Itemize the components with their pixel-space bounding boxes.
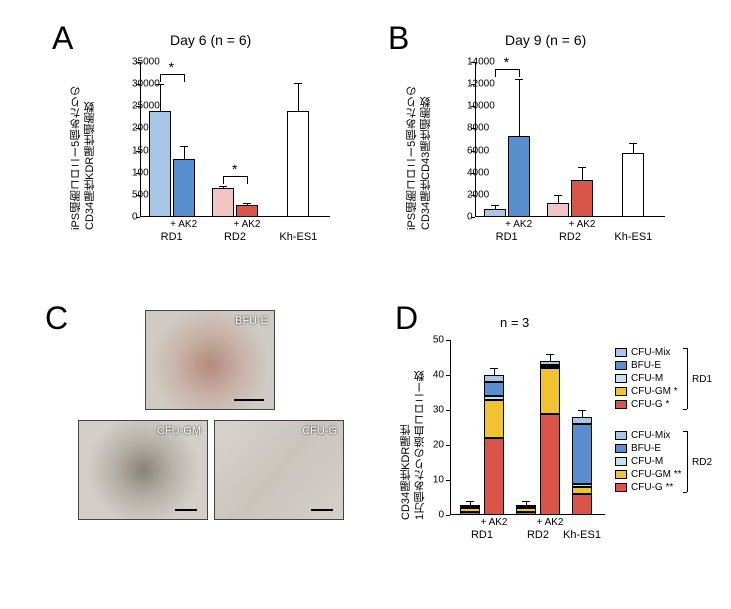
legend-label: CFU-GM ** (631, 469, 682, 480)
legend-swatch (615, 431, 627, 440)
stacked-seg (572, 494, 592, 515)
xtick-variant: + AK2 (569, 219, 596, 230)
ytick: 30 (433, 405, 444, 416)
sig-star: * (232, 161, 237, 177)
ytick: 50 (433, 335, 444, 346)
xtick-variant: + AK2 (505, 219, 532, 230)
legend-swatch (615, 483, 627, 492)
xtick-variant: + AK2 (170, 219, 197, 230)
stacked-seg (540, 366, 560, 368)
bar (212, 188, 234, 217)
stacked-seg (484, 400, 504, 439)
legend-swatch (615, 400, 627, 409)
xtick-group: Kh-ES1 (563, 529, 601, 541)
photo-label-bfu-e: BFU-E (235, 315, 268, 327)
xtick-group: RD1 (496, 231, 518, 243)
panel-b-label: B (388, 20, 409, 57)
legend-swatch (615, 387, 627, 396)
xtick-group: Kh-ES1 (614, 231, 652, 243)
stacked-seg (540, 368, 560, 414)
scalebar (234, 399, 264, 401)
xtick-group: RD1 (471, 529, 493, 541)
legend-group-label: RD1 (692, 374, 712, 385)
panel-d-n: n = 3 (500, 315, 529, 330)
stacked-seg (460, 512, 480, 516)
legend-swatch (615, 444, 627, 453)
scalebar (175, 509, 197, 511)
bar (173, 159, 195, 217)
bar (149, 111, 171, 217)
panel-a-title: Day 6 (n = 6) (170, 32, 251, 48)
legend-swatch (615, 457, 627, 466)
panel-d-label: D (395, 300, 418, 337)
legend-group-label: RD2 (692, 457, 712, 468)
bar (484, 209, 506, 217)
stacked-seg (484, 382, 504, 396)
panel-c-label: C (45, 300, 68, 337)
photo-cfu-gm: CFU-GM (78, 420, 208, 520)
legend-label: CFU-M (631, 456, 663, 467)
legend-label: CFU-GM * (631, 386, 678, 397)
sig-star: * (169, 59, 174, 75)
ytick: 40 (433, 370, 444, 381)
stacked-seg (516, 506, 536, 508)
stacked-seg (460, 506, 480, 508)
photo-label-cfu-gm: CFU-GM (157, 425, 201, 437)
sig-star: * (504, 54, 509, 70)
stacked-seg (484, 396, 504, 400)
ytick: 0 (438, 510, 444, 521)
stacked-seg (572, 484, 592, 488)
legend-label: CFU-G * (631, 399, 669, 410)
xtick-group: RD2 (224, 231, 246, 243)
bar (236, 205, 258, 217)
xtick-variant: + AK2 (537, 517, 564, 528)
legend-label: CFU-G ** (631, 482, 673, 493)
ytick: 20 (433, 440, 444, 451)
legend-label: BFU-E (631, 443, 661, 454)
stacked-seg (516, 505, 536, 507)
legend-label: CFU-Mix (631, 347, 670, 358)
stacked-seg (484, 375, 504, 382)
xtick-variant: + AK2 (481, 517, 508, 528)
bar (622, 153, 644, 217)
stacked-seg (484, 438, 504, 515)
stacked-seg (460, 505, 480, 507)
legend-swatch (615, 348, 627, 357)
panel-b-title: Day 9 (n = 6) (505, 32, 586, 48)
legend-label: CFU-Mix (631, 430, 670, 441)
bar (547, 203, 569, 217)
bar (287, 111, 309, 217)
stacked-seg (572, 417, 592, 424)
legend-label: BFU-E (631, 360, 661, 371)
legend-swatch (615, 470, 627, 479)
ytick: 10 (433, 475, 444, 486)
stacked-seg (540, 365, 560, 367)
xtick-variant: + AK2 (234, 219, 261, 230)
xtick-group: RD2 (559, 231, 581, 243)
photo-cfu-g: CFU-G (214, 420, 344, 520)
xtick-group: RD1 (161, 231, 183, 243)
stacked-seg (516, 512, 536, 516)
photo-label-cfu-g: CFU-G (302, 425, 337, 437)
bar (571, 180, 593, 217)
stacked-seg (540, 414, 560, 516)
bar (508, 136, 530, 217)
xtick-group: Kh-ES1 (279, 231, 317, 243)
legend-label: CFU-M (631, 373, 663, 384)
photo-bfu-e: BFU-E (145, 310, 275, 410)
scalebar (311, 509, 333, 511)
stacked-seg (540, 361, 560, 365)
legend-swatch (615, 374, 627, 383)
xtick-group: RD2 (527, 529, 549, 541)
panel-a-label: A (52, 20, 73, 57)
stacked-seg (572, 487, 592, 494)
legend-swatch (615, 361, 627, 370)
stacked-seg (572, 424, 592, 484)
